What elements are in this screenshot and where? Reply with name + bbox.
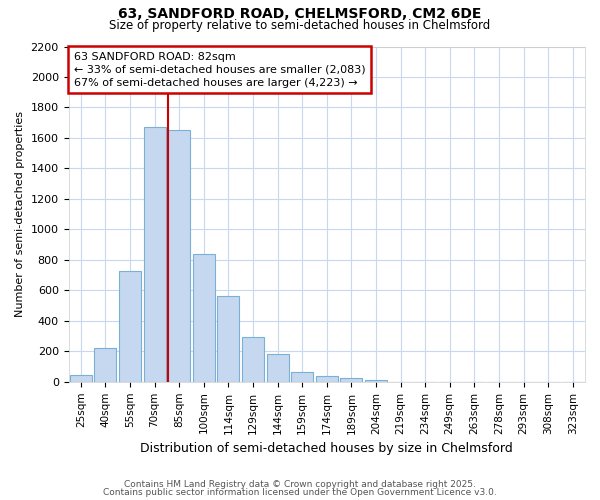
Bar (217, 296, 239, 382)
Bar (70, 375, 92, 382)
Bar (168, 130, 190, 382)
Bar (143, 128, 166, 382)
Bar (291, 372, 313, 382)
Bar (316, 376, 338, 382)
Text: 63, SANDFORD ROAD, CHELMSFORD, CM2 6DE: 63, SANDFORD ROAD, CHELMSFORD, CM2 6DE (118, 8, 482, 22)
Bar (119, 270, 141, 382)
Text: Size of property relative to semi-detached houses in Chelmsford: Size of property relative to semi-detach… (109, 18, 491, 32)
Y-axis label: Number of semi-detached properties: Number of semi-detached properties (15, 111, 25, 317)
Text: Contains HM Land Registry data © Crown copyright and database right 2025.: Contains HM Land Registry data © Crown c… (124, 480, 476, 489)
Bar (266, 354, 289, 382)
Text: Contains public sector information licensed under the Open Government Licence v3: Contains public sector information licen… (103, 488, 497, 497)
Text: 63 SANDFORD ROAD: 82sqm
← 33% of semi-detached houses are smaller (2,083)
67% of: 63 SANDFORD ROAD: 82sqm ← 33% of semi-de… (74, 52, 365, 88)
Bar (340, 378, 362, 382)
X-axis label: Distribution of semi-detached houses by size in Chelmsford: Distribution of semi-detached houses by … (140, 442, 513, 455)
Bar (242, 337, 264, 382)
Bar (365, 380, 387, 382)
Bar (193, 254, 215, 382)
Bar (94, 348, 116, 382)
